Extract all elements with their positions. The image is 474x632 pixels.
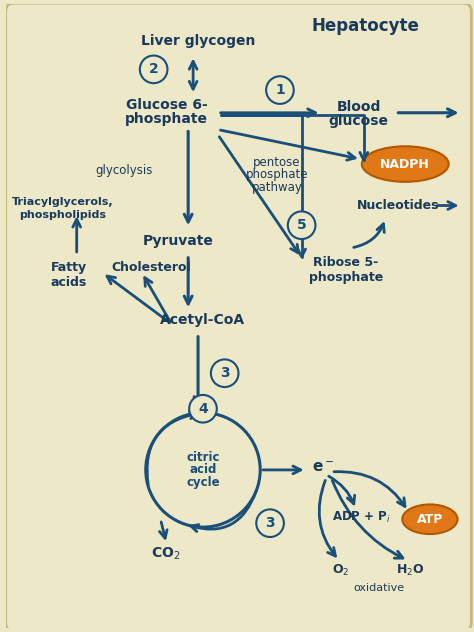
Text: oxidative: oxidative xyxy=(353,583,404,593)
Text: phosphate: phosphate xyxy=(246,168,308,181)
Circle shape xyxy=(266,76,294,104)
Text: Blood: Blood xyxy=(337,100,381,114)
Text: Triacylglycerols,: Triacylglycerols, xyxy=(12,197,114,207)
Text: phospholipids: phospholipids xyxy=(19,210,106,221)
Text: citric: citric xyxy=(186,451,220,464)
Text: 4: 4 xyxy=(198,402,208,416)
Text: 1: 1 xyxy=(275,83,285,97)
Text: Nucleotides: Nucleotides xyxy=(357,199,439,212)
Circle shape xyxy=(189,395,217,423)
Text: glucose: glucose xyxy=(329,114,389,128)
Text: acid: acid xyxy=(189,463,217,477)
Text: ADP + P$_i$: ADP + P$_i$ xyxy=(332,510,390,525)
Text: ATP: ATP xyxy=(417,513,443,526)
Text: 3: 3 xyxy=(220,366,229,380)
Text: NADPH: NADPH xyxy=(380,157,430,171)
Circle shape xyxy=(140,56,167,83)
Text: acids: acids xyxy=(51,276,87,289)
Text: pathway: pathway xyxy=(252,181,302,194)
Circle shape xyxy=(288,212,316,239)
Ellipse shape xyxy=(362,146,448,182)
FancyBboxPatch shape xyxy=(6,3,471,631)
Text: Hepatocyte: Hepatocyte xyxy=(312,17,419,35)
Text: 5: 5 xyxy=(297,218,307,232)
Text: Liver glycogen: Liver glycogen xyxy=(141,33,255,48)
Text: e$^-$: e$^-$ xyxy=(312,461,335,475)
Circle shape xyxy=(256,509,284,537)
Text: Cholesterol: Cholesterol xyxy=(112,261,191,274)
Text: O$_2$: O$_2$ xyxy=(332,563,350,578)
Text: phosphate: phosphate xyxy=(309,271,383,284)
Text: Ribose 5-: Ribose 5- xyxy=(313,256,379,269)
Text: phosphate: phosphate xyxy=(125,112,208,126)
Text: Fatty: Fatty xyxy=(51,261,87,274)
Text: 2: 2 xyxy=(149,63,158,76)
Ellipse shape xyxy=(402,504,457,534)
Text: CO$_2$: CO$_2$ xyxy=(151,545,180,562)
Text: Acetyl-CoA: Acetyl-CoA xyxy=(160,313,246,327)
Text: Pyruvate: Pyruvate xyxy=(143,234,214,248)
Text: 3: 3 xyxy=(265,516,275,530)
Text: pentose: pentose xyxy=(253,155,301,169)
Text: H$_2$O: H$_2$O xyxy=(396,563,424,578)
Text: Glucose 6-: Glucose 6- xyxy=(126,98,207,112)
Circle shape xyxy=(211,360,238,387)
Text: cycle: cycle xyxy=(186,477,220,489)
Text: glycolysis: glycolysis xyxy=(95,164,153,178)
